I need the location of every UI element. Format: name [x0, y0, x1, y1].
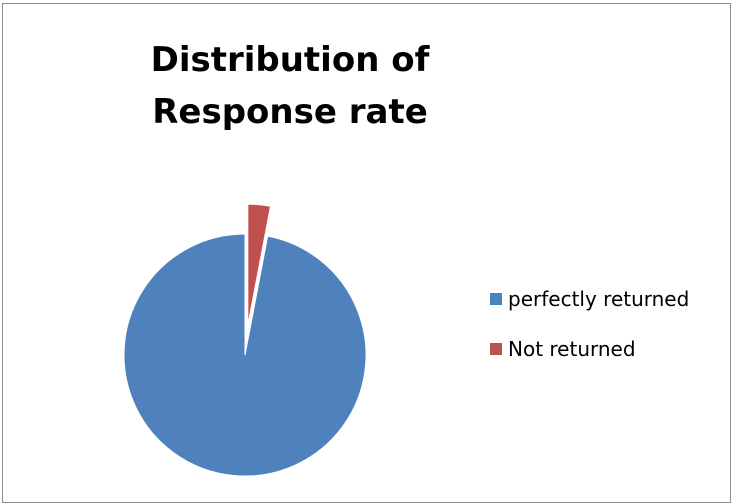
chart-frame	[2, 3, 731, 503]
pie-slice-perfectly-returned	[123, 233, 367, 477]
legend-item-not-returned: Not returned	[490, 336, 689, 362]
legend-label-perfectly-returned: perfectly returned	[508, 287, 690, 311]
chart-title: Distribution of Response rate	[150, 40, 430, 132]
pie-slices	[123, 203, 367, 477]
legend-swatch-not-returned	[490, 343, 502, 355]
legend: perfectly returned Not returned	[490, 286, 689, 386]
legend-item-perfectly-returned: perfectly returned	[490, 286, 689, 312]
legend-label-not-returned: Not returned	[508, 337, 636, 361]
pie-slice-not-returned	[247, 203, 272, 326]
legend-swatch-perfectly-returned	[490, 293, 502, 305]
